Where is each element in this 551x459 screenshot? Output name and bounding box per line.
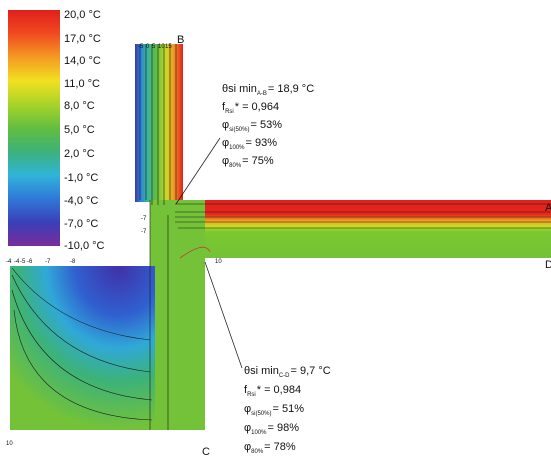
annotation-main: φ [244,403,251,415]
annotation-line: φ100%= 98% [244,422,299,436]
ground-block [10,266,155,430]
annotation-line: fRsi* = 0,984 [244,384,301,398]
annotation-value: = 18,9 °C [268,83,314,95]
isotherm-label: -7 [45,259,51,265]
annotation-main: φ [244,441,251,453]
annotation-line: fRsi* = 0,964 [222,101,279,115]
annotation-main: f [222,101,226,113]
isotherm-label: 10 [215,259,222,265]
isotherm-label: -7 [141,229,147,235]
annotation-line: θsi minC-D= 9,7 °C [244,365,331,379]
legend-label: 8,0 °C [64,100,95,112]
annotation-main: φ [222,155,229,167]
wall [135,44,183,202]
annotation-line: φ80%= 75% [222,155,274,169]
isotherm-label: -5 [138,44,144,50]
isotherm-label: -7 [141,216,147,222]
legend-label: 2,0 °C [64,148,95,160]
annotation-sub: Rsi [225,109,234,115]
isotherm-label: 5 [152,44,156,50]
annotation-sub: C-D [279,373,290,379]
annotation-line: φ100%= 93% [222,137,277,151]
isotherm-label: 10 [6,441,13,447]
legend-label: -4,0 °C [64,195,98,207]
annotation-value: = 9,7 °C [291,365,331,377]
legend-scale [8,10,60,246]
isotherm-label: 10 [158,44,165,50]
annotation-value: = 78% [264,441,296,453]
legend-label: -1,0 °C [64,172,98,184]
annotation-sub: A-B [257,91,267,97]
legend-label: 20,0 °C [64,9,101,21]
annotation-sub: si(50%) [229,127,249,133]
legend-label: 14,0 °C [64,55,101,67]
isotherm-label: -8 [70,259,76,265]
annotation-main: θsi min [244,365,279,377]
point-label: A [545,202,551,214]
isotherm-label: -4 [6,259,12,265]
annotation-sub: 80% [229,163,242,169]
annotation-value: * = 0,964 [235,101,279,113]
legend-label: 11,0 °C [64,78,100,90]
isotherm-label: -4 [14,259,20,265]
legend-label: -7,0 °C [64,218,98,230]
annotation-sub: si(50%) [251,411,271,417]
annotation-main: φ [222,119,229,131]
annotation-main: θsi min [222,83,257,95]
annotation-value: = 93% [246,137,278,149]
annotation-value: = 53% [250,119,282,131]
legend-label: -10,0 °C [64,240,105,252]
annotation-main: f [244,384,248,396]
annotation-line: φsi(50%)= 51% [244,403,304,417]
annotation-sub: 80% [251,449,264,455]
annotation-sub: Rsi [247,392,256,398]
annotation-value: = 75% [242,155,274,167]
annotation-line: φ80%= 78% [244,441,296,455]
isotherms [11,44,551,430]
annotation-value: = 51% [272,403,304,415]
annotation-main: φ [222,137,229,149]
isotherm-label: -5 [20,259,26,265]
isotherm-label: 15 [165,44,172,50]
annotation-main: φ [244,422,251,434]
annotation-sub: 100% [251,430,267,436]
annotation-value: = 98% [268,422,300,434]
point-label: B [177,34,184,46]
annotation-line: θsi minA-B= 18,9 °C [222,83,314,97]
isotherm-label: 0 [146,44,150,50]
legend-label: 17,0 °C [64,33,101,45]
annotation-value: * = 0,984 [257,384,301,396]
annotation-line: φsi(50%)= 53% [222,119,282,133]
point-label: D [545,259,551,271]
slab [175,200,551,258]
annotation-sub: 100% [229,145,245,151]
isotherm-label: -6 [27,259,33,265]
legend-label: 5,0 °C [64,124,95,136]
point-label: C [202,446,210,458]
column [150,200,205,430]
